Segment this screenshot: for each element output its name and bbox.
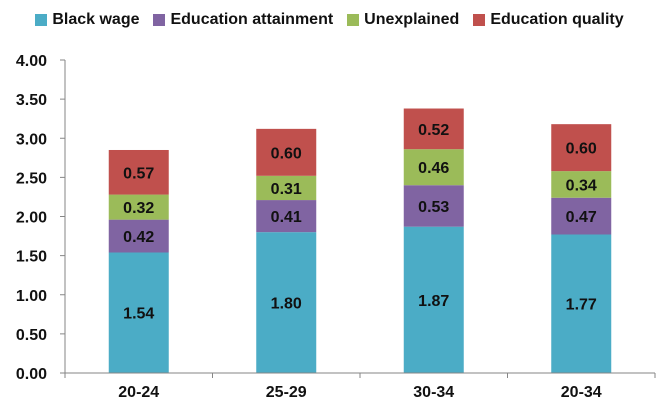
x-tick-label: 20-34	[561, 384, 602, 401]
data-label: 1.87	[418, 293, 449, 310]
legend-label-education-attainment: Education attainment	[170, 11, 334, 28]
y-tick-label: 1.00	[16, 288, 47, 305]
data-label: 0.57	[123, 165, 154, 182]
data-label: 0.60	[566, 141, 597, 158]
bar-segment	[256, 200, 317, 233]
bar-segment	[403, 185, 464, 227]
y-tick-label: 0.00	[16, 366, 47, 383]
y-tick-label: 2.00	[16, 210, 47, 227]
y-tick-label: 0.50	[16, 327, 47, 344]
bar-segment	[403, 149, 464, 186]
legend-label-black-wage: Black wage	[52, 11, 140, 28]
legend-swatch-education-attainment	[153, 14, 166, 26]
bar-segment	[551, 124, 612, 172]
legend-item-education-attainment: Education attainment	[153, 11, 333, 29]
legend-label-education-quality: Education quality	[490, 11, 624, 28]
bar-segment	[403, 226, 464, 373]
data-label: 0.32	[123, 200, 154, 217]
data-label: 0.52	[418, 122, 449, 139]
bar-segment	[108, 252, 169, 373]
legend-swatch-black-wage	[35, 14, 48, 26]
legend-swatch-education-quality	[473, 14, 486, 26]
legend-item-unexplained: Unexplained	[347, 11, 459, 29]
data-label: 0.42	[123, 229, 154, 246]
bar-segment	[256, 128, 317, 176]
data-label: 0.31	[271, 181, 302, 198]
bar-segment	[551, 171, 612, 198]
bar-segment	[108, 219, 169, 253]
data-label: 1.80	[271, 296, 302, 313]
bar-segment	[551, 197, 612, 235]
legend-item-black-wage: Black wage	[35, 11, 139, 29]
data-label: 0.60	[271, 145, 302, 162]
bar-segment	[403, 108, 464, 150]
data-label: 1.77	[566, 297, 597, 314]
y-tick-label: 4.00	[16, 53, 47, 70]
y-tick-label: 3.50	[16, 92, 47, 109]
bar-segment	[551, 234, 612, 373]
legend-label-unexplained: Unexplained	[364, 11, 460, 28]
x-tick-label: 20-24	[118, 384, 159, 401]
bar-segment	[256, 232, 317, 373]
legend-item-education-quality: Education quality	[473, 11, 624, 29]
data-label: 0.46	[418, 160, 449, 177]
legend-swatch-unexplained	[347, 14, 360, 26]
data-label: 1.54	[123, 306, 154, 323]
bar-segment	[108, 149, 169, 195]
x-tick-label: 25-29	[266, 384, 307, 401]
chart-legend: Black wage Education attainment Unexplai…	[0, 8, 659, 32]
x-tick-label: 30-34	[413, 384, 454, 401]
data-label: 0.53	[418, 199, 449, 216]
y-tick-label: 2.50	[16, 170, 47, 187]
bar-segment	[108, 194, 169, 220]
data-label: 0.41	[271, 209, 302, 226]
y-tick-label: 1.50	[16, 249, 47, 266]
bar-segment	[256, 175, 317, 201]
data-label: 0.34	[566, 177, 597, 194]
y-tick-label: 3.00	[16, 131, 47, 148]
data-label: 0.47	[566, 209, 597, 226]
